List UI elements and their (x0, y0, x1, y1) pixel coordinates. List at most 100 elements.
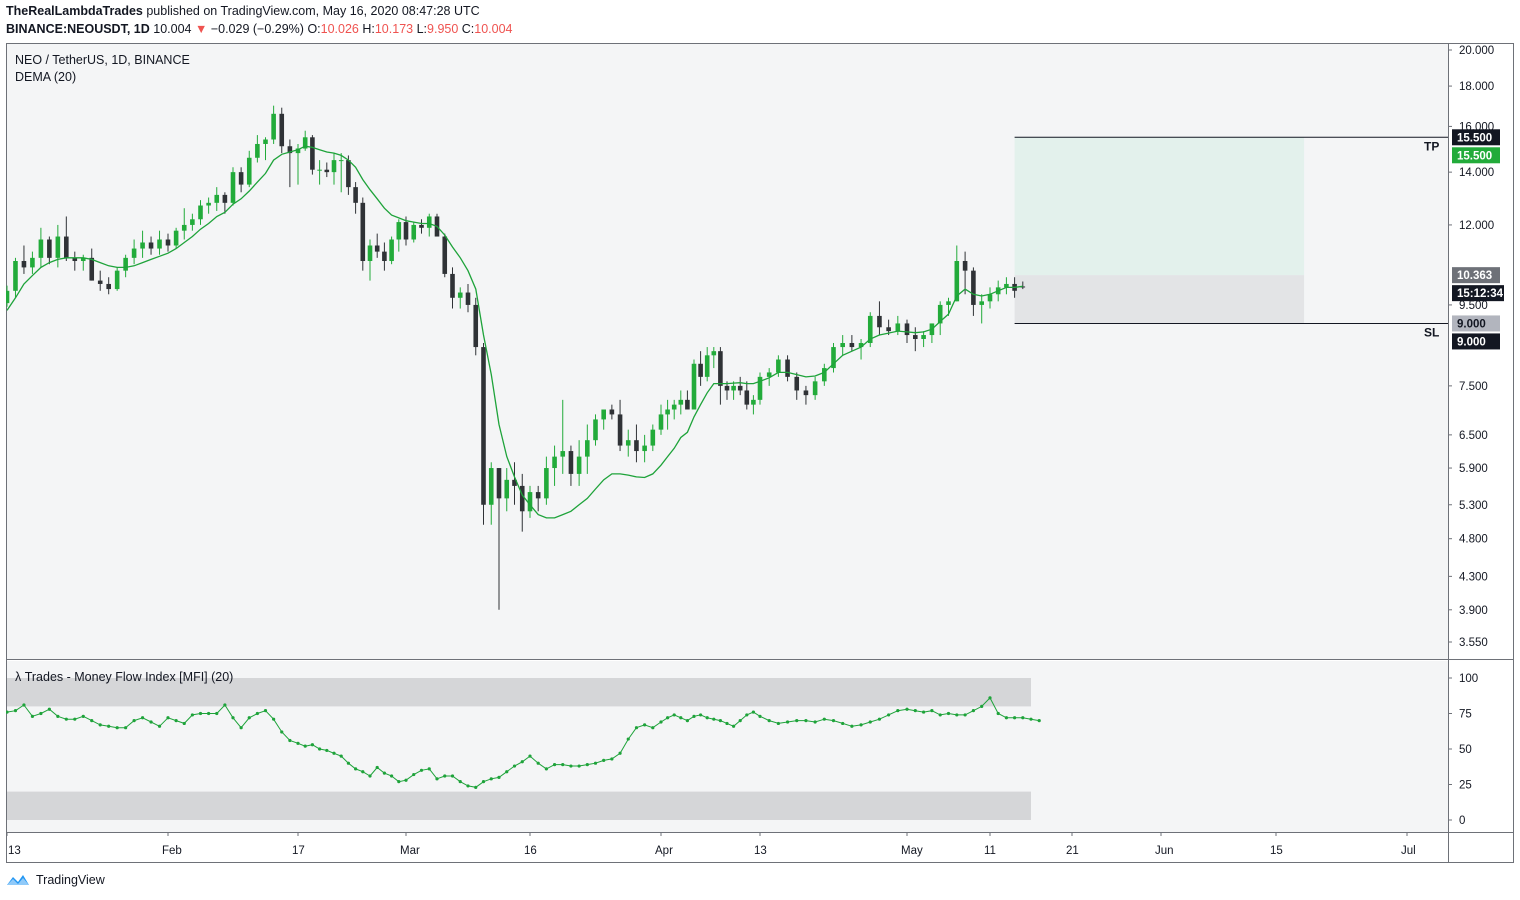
candle[interactable] (849, 335, 855, 352)
candle-body[interactable] (21, 261, 27, 268)
candle-body[interactable] (419, 224, 424, 228)
candle-body[interactable] (488, 468, 494, 505)
candle[interactable] (246, 150, 252, 188)
candle[interactable] (512, 462, 517, 505)
candle[interactable] (238, 167, 244, 193)
candle[interactable] (527, 485, 533, 518)
candle-body[interactable] (913, 335, 918, 340)
candle[interactable] (585, 424, 590, 474)
candle-body[interactable] (757, 376, 763, 400)
candle[interactable] (382, 242, 387, 271)
candle-body[interactable] (512, 479, 517, 486)
candle[interactable] (568, 445, 574, 486)
candle[interactable] (287, 139, 293, 188)
candle-body[interactable] (617, 414, 623, 446)
candle-body[interactable] (744, 390, 750, 405)
candle[interactable] (310, 135, 315, 175)
candle[interactable] (737, 376, 743, 396)
candle[interactable] (263, 137, 268, 161)
candle-body[interactable] (840, 343, 845, 348)
candle-body[interactable] (519, 485, 525, 512)
candle-body[interactable] (737, 385, 743, 391)
candle[interactable] (560, 399, 566, 474)
candle-body[interactable] (295, 148, 301, 154)
candle[interactable] (671, 399, 677, 420)
candle[interactable] (255, 135, 260, 163)
candle[interactable] (148, 236, 154, 255)
candle-body[interactable] (698, 363, 703, 377)
candle-body[interactable] (310, 137, 315, 170)
candle[interactable] (895, 315, 901, 336)
candle[interactable] (766, 368, 772, 386)
candle-body[interactable] (72, 257, 78, 262)
candle[interactable] (55, 224, 61, 268)
candle[interactable] (30, 251, 35, 274)
candle-body[interactable] (718, 351, 723, 386)
candle-body[interactable] (634, 440, 639, 452)
candle-body[interactable] (803, 390, 809, 396)
candle-body[interactable] (403, 222, 409, 240)
candle[interactable] (64, 216, 69, 262)
candle-body[interactable] (625, 440, 631, 446)
candle-body[interactable] (55, 236, 61, 258)
candle[interactable] (360, 197, 366, 271)
chart-container[interactable]: 20.000 18.000 16.000 14.000 12.000 9.500 7.500… (4, 43, 1514, 863)
candle-body[interactable] (609, 409, 615, 415)
countdown-tag[interactable]: 15:12:34 (1452, 285, 1504, 302)
candle-body[interactable] (457, 292, 463, 298)
candle[interactable] (346, 155, 351, 195)
sl-price-tag[interactable]: 9.000 (1452, 315, 1500, 332)
candle[interactable] (751, 395, 756, 415)
candle[interactable] (535, 485, 541, 512)
candle-body[interactable] (658, 414, 664, 430)
candle[interactable] (544, 456, 549, 505)
candle-body[interactable] (389, 239, 394, 262)
candle-body[interactable] (552, 456, 557, 469)
candle-body[interactable] (601, 409, 606, 420)
candle[interactable] (317, 160, 322, 185)
candle[interactable] (123, 254, 128, 278)
candle[interactable] (962, 251, 968, 295)
candle-body[interactable] (678, 399, 684, 405)
candle[interactable] (106, 277, 111, 295)
candle-body[interactable] (279, 113, 285, 147)
candle[interactable] (457, 287, 463, 309)
candle[interactable] (704, 347, 710, 382)
candle-body[interactable] (222, 194, 228, 203)
candle[interactable] (131, 239, 137, 265)
candle[interactable] (442, 233, 448, 278)
candle[interactable] (488, 462, 494, 525)
candle-body[interactable] (465, 292, 471, 305)
candle-body[interactable] (89, 257, 95, 281)
candle-body[interactable] (271, 113, 276, 140)
candle-body[interactable] (190, 219, 195, 225)
candle-body[interactable] (849, 343, 855, 348)
candle-body[interactable] (374, 245, 380, 252)
dema-line[interactable] (6, 145, 1023, 519)
mfi-line[interactable] (6, 697, 1040, 788)
candle-body[interactable] (568, 451, 574, 474)
candle[interactable] (822, 363, 827, 386)
candle-body[interactable] (238, 172, 244, 185)
candle-body[interactable] (450, 273, 455, 298)
candle[interactable] (13, 257, 18, 298)
candle-body[interactable] (593, 419, 598, 441)
candle[interactable] (658, 404, 664, 435)
candle[interactable] (367, 239, 373, 281)
candle[interactable] (230, 167, 236, 206)
candle[interactable] (794, 372, 800, 400)
candle-body[interactable] (157, 239, 162, 249)
candle-body[interactable] (954, 261, 960, 302)
candle[interactable] (744, 381, 750, 410)
candle[interactable] (812, 376, 818, 400)
candle-body[interactable] (64, 236, 69, 258)
candle-body[interactable] (30, 257, 35, 268)
candle[interactable] (140, 230, 145, 258)
candle[interactable] (913, 327, 918, 352)
candle-body[interactable] (324, 169, 330, 173)
candle-body[interactable] (724, 385, 730, 391)
candle[interactable] (867, 312, 873, 348)
candle[interactable] (97, 270, 103, 291)
candle[interactable] (72, 251, 78, 271)
candle-body[interactable] (794, 376, 800, 391)
